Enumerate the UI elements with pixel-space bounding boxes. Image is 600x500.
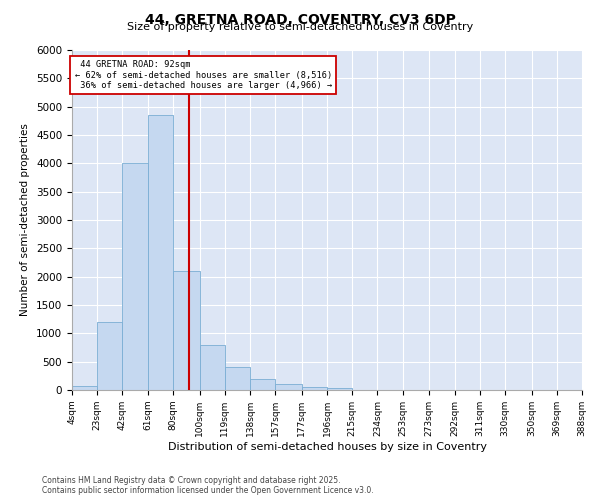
- Bar: [72, 386, 97, 390]
- X-axis label: Distribution of semi-detached houses by size in Coventry: Distribution of semi-detached houses by …: [167, 442, 487, 452]
- Text: 44 GRETNA ROAD: 92sqm
← 62% of semi-detached houses are smaller (8,516)
 36% of : 44 GRETNA ROAD: 92sqm ← 62% of semi-deta…: [74, 60, 332, 90]
- Bar: [250, 378, 275, 390]
- Y-axis label: Number of semi-detached properties: Number of semi-detached properties: [20, 124, 31, 316]
- Bar: [327, 388, 352, 390]
- Bar: [173, 271, 199, 390]
- Bar: [148, 115, 173, 390]
- Bar: [225, 368, 250, 390]
- Bar: [122, 164, 148, 390]
- Bar: [275, 384, 302, 390]
- Title: 44, GRETNA ROAD, COVENTRY, CV3 6DP
Size of property relative to semi-detached ho: 44, GRETNA ROAD, COVENTRY, CV3 6DP Size …: [0, 499, 1, 500]
- Text: 44, GRETNA ROAD, COVENTRY, CV3 6DP: 44, GRETNA ROAD, COVENTRY, CV3 6DP: [145, 12, 455, 26]
- Bar: [97, 322, 122, 390]
- Bar: [302, 386, 327, 390]
- Text: Size of property relative to semi-detached houses in Coventry: Size of property relative to semi-detach…: [127, 22, 473, 32]
- Bar: [199, 344, 225, 390]
- Text: Contains HM Land Registry data © Crown copyright and database right 2025.
Contai: Contains HM Land Registry data © Crown c…: [42, 476, 374, 495]
